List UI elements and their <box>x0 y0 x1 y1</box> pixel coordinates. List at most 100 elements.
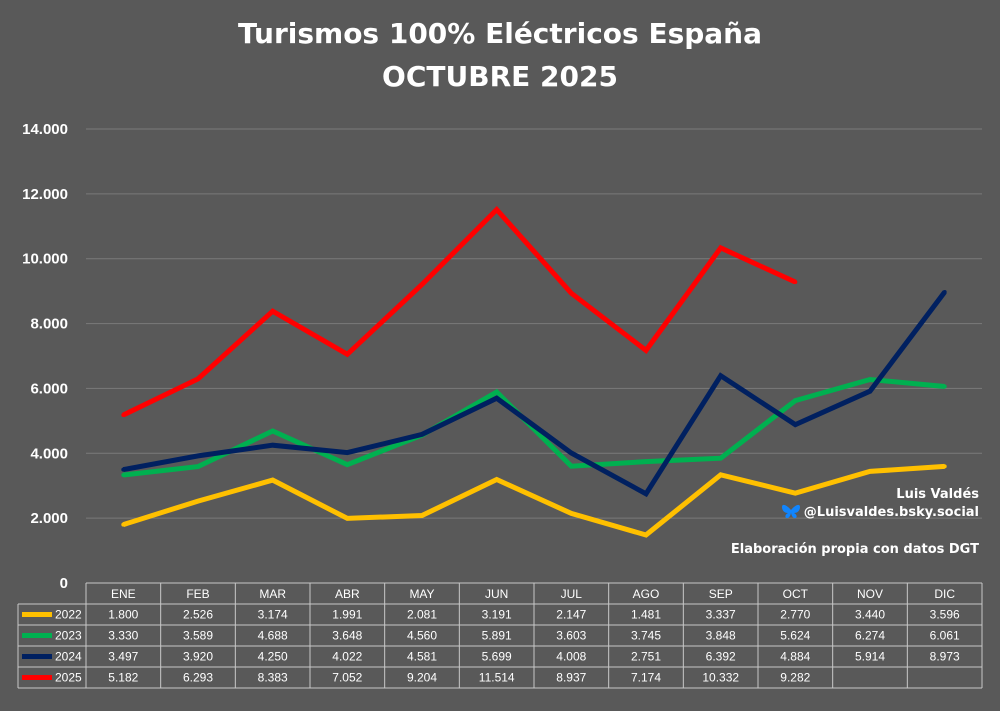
chart-subtitle: OCTUBRE 2025 <box>382 60 618 93</box>
table-value-cell: 3.920 <box>183 650 213 664</box>
table-value-cell: 9.204 <box>407 671 437 685</box>
table-value-cell: 4.008 <box>556 650 586 664</box>
y-tick-label: 14.000 <box>22 121 68 138</box>
table-header-cell: FEB <box>186 587 209 601</box>
author-handle: @Luisvaldes.bsky.social <box>804 505 979 520</box>
chart-title: Turismos 100% Eléctricos España <box>238 17 762 50</box>
legend-label: 2022 <box>55 608 82 622</box>
table-value-cell: 2.147 <box>556 608 586 622</box>
data-point-2022 <box>718 472 723 477</box>
data-point-2023 <box>494 390 499 394</box>
table-value-cell: 6.061 <box>930 629 960 643</box>
table-value-cell: 3.603 <box>556 629 586 643</box>
data-point-2024 <box>718 373 723 378</box>
data-point-2023 <box>345 462 350 467</box>
table-value-cell: 8.937 <box>556 671 586 685</box>
table-value-cell: 4.560 <box>407 629 437 643</box>
y-tick-label: 6.000 <box>30 380 68 397</box>
y-tick-label: 2.000 <box>30 510 68 527</box>
table-header-cell: JUL <box>561 587 583 601</box>
data-point-2025 <box>420 282 424 287</box>
table-value-cell: 3.440 <box>855 608 885 622</box>
data-point-2022 <box>868 469 872 474</box>
table-header-cell: JUN <box>485 587 508 601</box>
data-point-2022 <box>942 464 947 469</box>
table-value-cell: 2.526 <box>183 608 213 622</box>
table-value-cell: 2.081 <box>407 608 437 622</box>
data-point-2024 <box>644 491 648 496</box>
table-header-cell: SEP <box>709 587 733 601</box>
table-value-cell: 10.332 <box>702 671 739 685</box>
y-tick-label: 12.000 <box>22 186 68 203</box>
table-value-cell: 5.182 <box>108 671 138 685</box>
data-point-2024 <box>345 450 350 455</box>
table-value-cell: 1.800 <box>108 608 138 622</box>
table-header-cell: OCT <box>783 587 809 601</box>
data-point-2023 <box>121 473 126 477</box>
data-point-2022 <box>270 478 275 483</box>
y-tick-label: 0 <box>60 575 68 592</box>
data-point-2025 <box>196 376 200 381</box>
data-point-2023 <box>569 464 574 469</box>
table-value-cell: 11.514 <box>479 671 515 685</box>
y-tick-label: 10.000 <box>22 251 68 268</box>
legend-label: 2025 <box>55 671 82 685</box>
data-source: Elaboración propia con datos DGT <box>731 542 979 557</box>
table-value-cell: 3.330 <box>108 629 138 643</box>
data-point-2022 <box>121 522 126 527</box>
table-header-cell: MAY <box>409 587 434 601</box>
data-point-2023 <box>644 459 648 464</box>
data-point-2024 <box>942 290 947 294</box>
table-value-cell: 3.848 <box>706 629 736 643</box>
data-point-2024 <box>569 451 574 455</box>
table-value-cell: 8.973 <box>930 650 960 664</box>
series-line-2025 <box>122 205 797 418</box>
data-point-2024 <box>420 432 424 437</box>
data-point-2022 <box>569 511 574 516</box>
table-value-cell: 2.751 <box>631 650 661 664</box>
data-point-2023 <box>196 464 200 469</box>
data-point-2025 <box>718 245 723 250</box>
data-point-2023 <box>270 429 275 433</box>
table-value-cell: 6.274 <box>855 629 885 643</box>
series-line-2024 <box>122 290 947 498</box>
table-header-cell: MAR <box>259 587 286 601</box>
data-point-2022 <box>345 516 350 521</box>
table-value-cell: 4.022 <box>332 650 362 664</box>
table-value-cell: 5.699 <box>482 650 512 664</box>
data-point-2024 <box>868 389 872 394</box>
data-point-2025 <box>121 413 126 417</box>
butterfly-icon <box>782 504 800 519</box>
data-point-2024 <box>793 422 798 427</box>
table-header-cell: NOV <box>857 587 883 601</box>
data-point-2022 <box>420 513 424 518</box>
y-tick-label: 4.000 <box>30 445 68 462</box>
table-value-cell: 5.914 <box>855 650 885 664</box>
table-value-cell: 3.589 <box>183 629 213 643</box>
y-tick-label: 8.000 <box>30 316 68 333</box>
table-header-cell: ABR <box>335 587 360 601</box>
table-value-cell: 3.745 <box>631 629 661 643</box>
table-value-cell: 5.624 <box>780 629 810 643</box>
data-point-2025 <box>569 291 574 296</box>
table-value-cell: 3.596 <box>930 608 960 622</box>
data-point-2022 <box>793 491 798 496</box>
data-point-2024 <box>270 443 275 448</box>
series-line-2022 <box>122 463 945 538</box>
legend-label: 2023 <box>55 629 82 643</box>
table-header-cell: DIC <box>934 587 955 601</box>
table-value-cell: 7.052 <box>332 671 362 685</box>
data-point-2024 <box>121 467 126 472</box>
table-value-cell: 4.581 <box>407 650 437 664</box>
table-value-cell: 5.891 <box>482 629 512 643</box>
table-value-cell: 6.293 <box>183 671 213 685</box>
table-value-cell: 3.174 <box>258 608 288 622</box>
data-point-2024 <box>196 453 200 458</box>
data-point-2025 <box>793 280 798 284</box>
table-value-cell: 3.497 <box>108 650 138 664</box>
table-header-cell: ENE <box>111 587 136 601</box>
data-point-2023 <box>793 398 798 403</box>
data-point-2025 <box>270 309 275 314</box>
table-value-cell: 4.884 <box>780 650 810 664</box>
